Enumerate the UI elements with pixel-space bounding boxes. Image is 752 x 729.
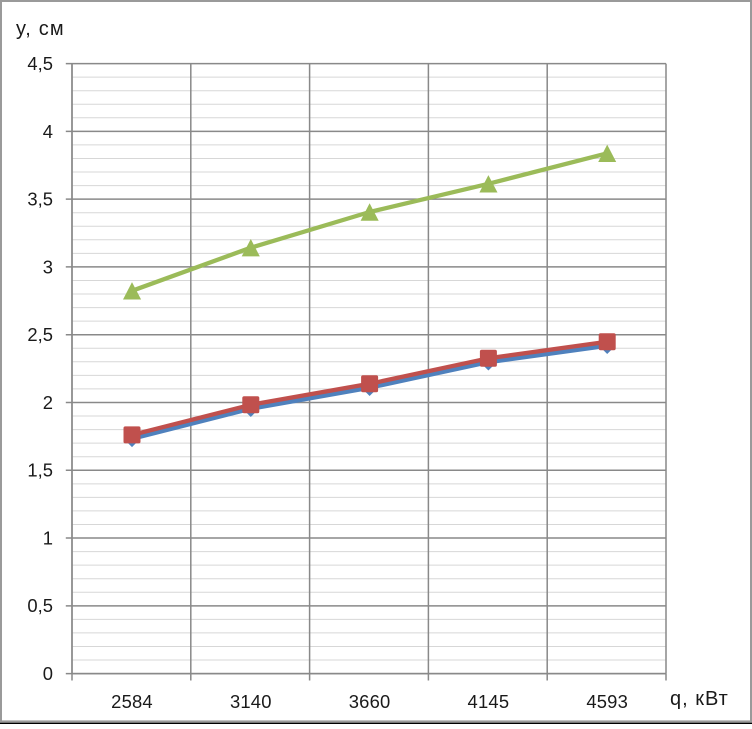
svg-text:0: 0 [43, 663, 53, 684]
svg-text:3660: 3660 [349, 691, 391, 712]
svg-text:0,5: 0,5 [27, 595, 53, 616]
svg-text:1,5: 1,5 [27, 460, 53, 481]
svg-text:3,5: 3,5 [27, 189, 53, 210]
svg-text:2,5: 2,5 [27, 324, 53, 345]
svg-text:4145: 4145 [468, 691, 510, 712]
svg-text:2: 2 [43, 392, 53, 413]
svg-text:1: 1 [43, 527, 53, 548]
svg-text:4593: 4593 [586, 691, 628, 712]
svg-text:4: 4 [43, 121, 53, 142]
svg-text:3140: 3140 [230, 691, 272, 712]
svg-text:4,5: 4,5 [27, 53, 53, 74]
svg-text:у, см: у, см [16, 18, 65, 40]
svg-text:2584: 2584 [111, 691, 153, 712]
svg-text:3: 3 [43, 256, 53, 277]
svg-text:q, кВт: q, кВт [670, 688, 729, 710]
